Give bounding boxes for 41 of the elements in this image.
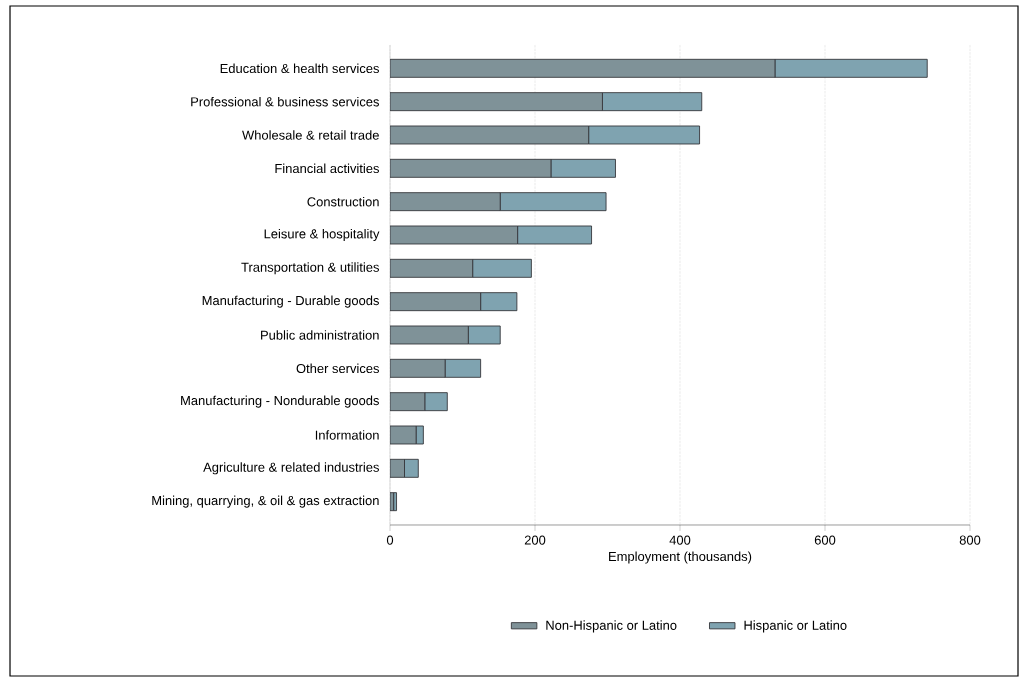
- x-tick-label: 600: [814, 535, 836, 545]
- bar: [517, 225, 593, 245]
- x-tick-label: 0: [386, 535, 394, 545]
- bar: [390, 358, 446, 378]
- y-tick-label: Professional & business services: [191, 96, 379, 107]
- bar: [390, 192, 501, 212]
- bar: [390, 292, 482, 312]
- y-tick-label: Other services: [296, 363, 380, 374]
- bar: [588, 125, 701, 145]
- bar: [601, 92, 703, 112]
- bar: [404, 458, 419, 478]
- x-axis-title: Employment (thousands): [609, 551, 752, 564]
- y-tick-label: Agriculture & related industries: [203, 462, 379, 475]
- bar: [472, 258, 532, 278]
- bar: [444, 358, 482, 378]
- y-tick-label: Manufacturing - Durable goods: [202, 295, 379, 308]
- y-tick-label: Education & health services: [220, 63, 379, 74]
- bar: [424, 392, 448, 412]
- y-tick-label: Mining, quarrying, & oil & gas extraction: [152, 495, 379, 508]
- x-tick-label: 200: [524, 535, 546, 545]
- bar: [480, 292, 518, 312]
- y-tick-label: Wholesale & retail trade: [242, 130, 379, 140]
- bar: [390, 258, 474, 278]
- x-tick-label: 400: [669, 535, 691, 545]
- y-tick-label: Transportation & utilities: [241, 262, 379, 275]
- bar: [390, 92, 603, 112]
- y-tick-label: Manufacturing - Nondurable goods: [181, 395, 379, 408]
- y-tick-label: Public administration: [261, 330, 379, 340]
- y-tick-label: Leisure & hospitality: [264, 228, 380, 242]
- bar: [390, 158, 552, 178]
- bar: [499, 192, 607, 212]
- legend-label: Hispanic or Latino: [744, 620, 847, 633]
- legend-label: Non-Hispanic or Latino: [546, 620, 677, 633]
- x-tick-label: 800: [959, 535, 981, 545]
- y-tick-label: Information: [315, 430, 379, 440]
- y-tick-label: Construction: [307, 196, 379, 207]
- bar: [550, 158, 616, 178]
- bar: [390, 58, 776, 78]
- bar: [390, 392, 426, 412]
- bar: [467, 325, 501, 345]
- y-tick-label: Financial activities: [275, 163, 379, 174]
